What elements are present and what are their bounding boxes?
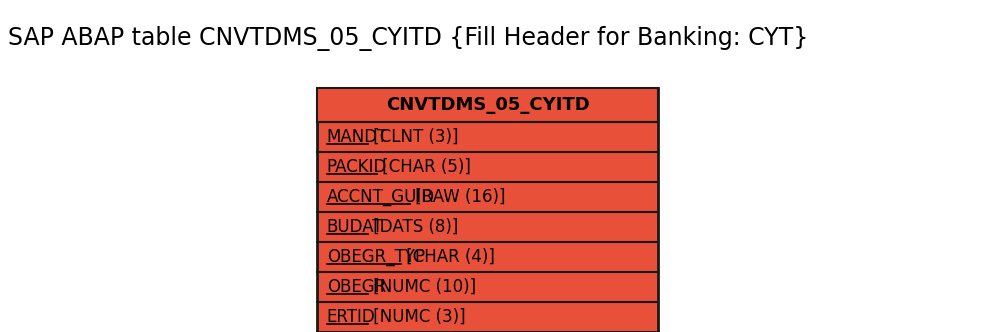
Text: SAP ABAP table CNVTDMS_05_CYITD {Fill Header for Banking: CYT}: SAP ABAP table CNVTDMS_05_CYITD {Fill He… [8,26,808,50]
Text: [CHAR (5)]: [CHAR (5)] [376,158,470,176]
Text: MANDT: MANDT [327,128,388,146]
Text: CNVTDMS_05_CYITD: CNVTDMS_05_CYITD [386,96,590,114]
Text: [CHAR (4)]: [CHAR (4)] [401,248,495,266]
Text: [NUMC (3)]: [NUMC (3)] [369,308,466,326]
Text: [CLNT (3)]: [CLNT (3)] [369,128,458,146]
Text: ERTID: ERTID [327,308,375,326]
Text: [DATS (8)]: [DATS (8)] [369,218,458,236]
Text: [RAW (16)]: [RAW (16)] [410,188,505,206]
Text: [NUMC (10)]: [NUMC (10)] [369,278,476,296]
Text: BUDAT: BUDAT [327,218,383,236]
Text: OBEGR_TYP: OBEGR_TYP [327,248,425,266]
FancyBboxPatch shape [317,88,658,122]
Text: PACKID: PACKID [327,158,387,176]
Text: ACCNT_GUID: ACCNT_GUID [327,188,435,206]
Text: OBEGR: OBEGR [327,278,386,296]
FancyBboxPatch shape [317,88,658,332]
